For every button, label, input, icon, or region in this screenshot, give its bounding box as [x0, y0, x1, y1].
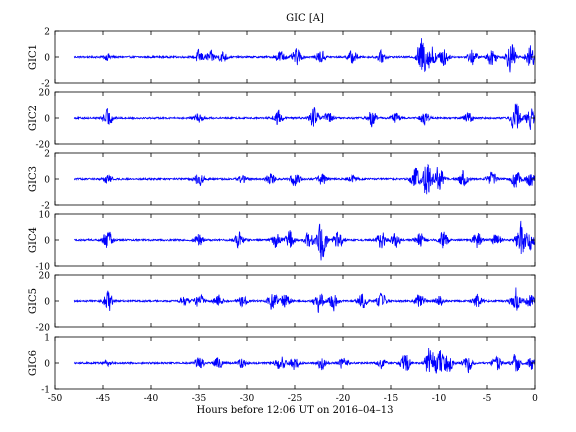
- x-tick-label: -40: [144, 394, 159, 404]
- x-tick-label: -10: [432, 394, 447, 404]
- y-tick-label: 0: [44, 237, 50, 247]
- x-tick-label: -25: [288, 394, 303, 404]
- y-axis-label: GIC5: [28, 288, 39, 314]
- y-tick-label: 0: [44, 54, 50, 64]
- panels: 20-2GIC1200-20GIC220-2GIC3100-10GIC4200-…: [28, 28, 536, 396]
- x-tick-label: -15: [384, 394, 399, 404]
- y-tick-label: 1: [44, 334, 50, 344]
- series-line-gic4: [74, 220, 535, 261]
- y-tick-label: 0: [44, 360, 50, 370]
- y-tick-label: -2: [41, 80, 50, 90]
- y-axis-label: GIC4: [28, 227, 39, 253]
- y-tick-label: 0: [44, 298, 50, 308]
- y-tick-label: -20: [36, 324, 51, 334]
- y-axis-label: GIC3: [28, 166, 39, 192]
- figure-title: GIC [A]: [286, 13, 324, 24]
- y-tick-label: 10: [39, 211, 51, 221]
- x-tick-label: 0: [532, 394, 538, 404]
- y-tick-label: 0: [44, 176, 50, 186]
- x-axis-label: Hours before 12:06 UT on 2016–04–13: [196, 405, 393, 416]
- panel-gic5: 20 0 -20 GIC5: [28, 272, 536, 334]
- y-tick-label: -2: [41, 202, 50, 212]
- y-tick-label: 20: [39, 272, 51, 282]
- x-tick-label: -45: [96, 394, 111, 404]
- x-tick-label: -50: [48, 394, 63, 404]
- series-line-gic5: [73, 287, 535, 313]
- y-tick-label: -20: [36, 141, 51, 151]
- x-axis: -50 -45 -40 -35 -30 -25 -20 -15 -10 -5 0: [48, 394, 538, 404]
- x-tick-label: -30: [240, 394, 255, 404]
- panel-gic2: 20 0 -20 GIC2: [28, 89, 536, 151]
- y-axis-label: GIC1: [28, 44, 39, 70]
- series-line-gic2: [73, 103, 535, 130]
- y-tick-label: -1: [41, 386, 50, 396]
- series-line-gic6: [73, 347, 535, 374]
- series-line-gic3: [73, 163, 535, 195]
- y-tick-label: 2: [44, 28, 50, 38]
- series-line-gic1: [73, 38, 535, 73]
- x-tick-label: -5: [483, 394, 492, 404]
- y-tick-label: -10: [36, 263, 51, 273]
- y-axis-label: GIC2: [28, 105, 39, 131]
- x-tick-label: -35: [192, 394, 207, 404]
- y-tick-label: 20: [39, 89, 51, 99]
- y-axis-label: GIC6: [28, 350, 39, 376]
- y-tick-label: 0: [44, 115, 50, 125]
- x-tick-label: -20: [336, 394, 351, 404]
- panel-gic4: 10 0 -10 GIC4: [28, 211, 536, 273]
- y-tick-label: 2: [44, 150, 50, 160]
